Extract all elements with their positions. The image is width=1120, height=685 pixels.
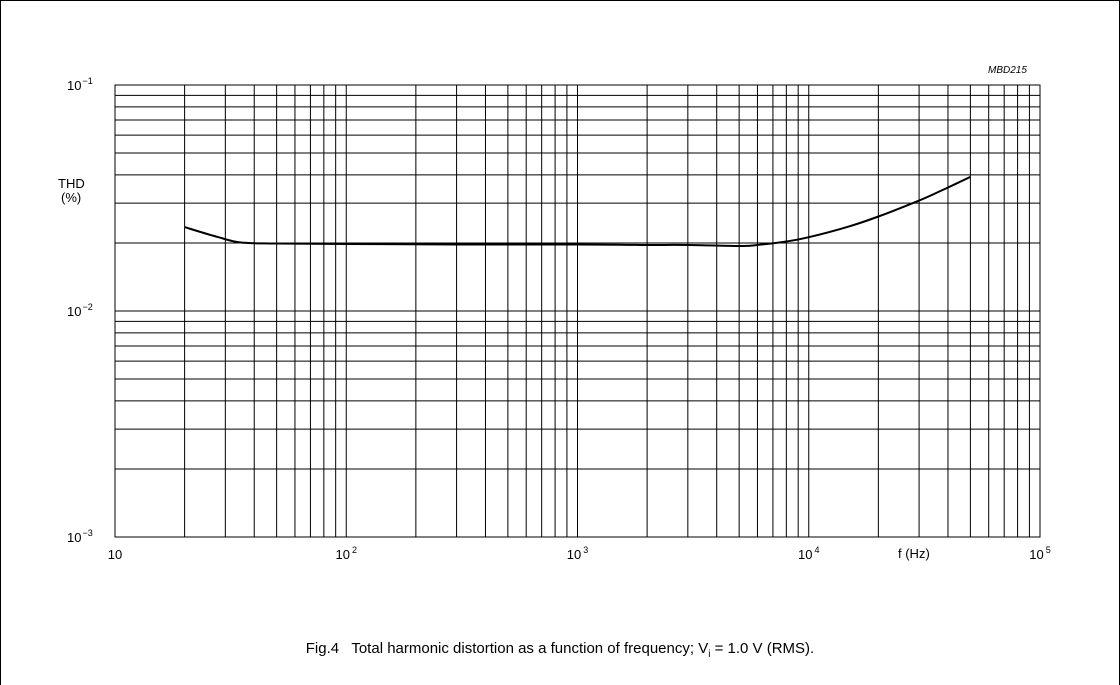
y-tick-label: 10−1 [67, 76, 93, 93]
y-tick-label: 10−3 [67, 528, 93, 545]
figure-caption: Fig.4 Total harmonic distortion as a fun… [0, 640, 1120, 660]
thd-chart: 10 10 2 10 3 10 4 10 5 10−1 10−2 10−3 f (Hz) THD (… [58, 65, 1051, 562]
figure-code: MBD215 [988, 65, 1027, 76]
x-tick-label: 10 2 [336, 545, 357, 562]
chart-grid [115, 85, 1040, 537]
x-tick-labels: 10 10 2 10 3 10 4 10 5 [108, 545, 1051, 562]
caption-subscript: i [708, 649, 711, 660]
y-tick-label: 10−2 [67, 302, 93, 319]
y-tick-labels: 10−1 10−2 10−3 [67, 76, 93, 545]
plot-border [114, 84, 1041, 538]
x-tick-label: 10 3 [567, 545, 588, 562]
series-thd-curve [184, 176, 971, 248]
caption-prefix: Fig.4 Total harmonic distortion as a fun… [305, 640, 709, 657]
x-tick-label: 10 4 [798, 545, 819, 562]
x-tick-label: 10 [108, 547, 122, 562]
caption-suffix: = 1.0 V (RMS). [710, 640, 815, 657]
y-axis-label-line2: (%) [61, 190, 81, 205]
y-axis-label-line1: THD [58, 176, 85, 191]
x-axis-label: f (Hz) [898, 546, 930, 561]
x-tick-label: 10 5 [1029, 545, 1050, 562]
